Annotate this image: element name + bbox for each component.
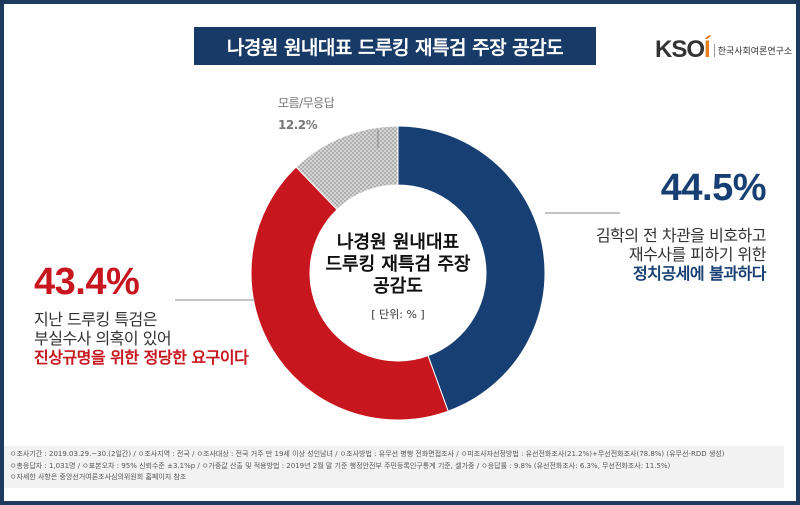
label-red: 지난 드루킹 특검은 부실수사 의혹이 있어 진상규명을 위한 정당한 요구이다 bbox=[34, 310, 249, 367]
survey-footnote: ㅇ조사기간 : 2019.03.29.~30.(2일간) / ㅇ조사지역 : 전… bbox=[4, 446, 784, 488]
value-label-blue: 44.5% bbox=[660, 167, 767, 209]
slice-1 bbox=[250, 166, 449, 421]
page-title: 나경원 원내대표 드루킹 재특검 주장 공감도 bbox=[194, 27, 596, 65]
logo: KSOÍ 한국사회여론연구소 bbox=[655, 36, 793, 63]
label-blue: 김학의 전 차관을 비호하고 재수사를 피하기 위한 정치공세에 불과하다 bbox=[595, 226, 767, 283]
slice-2 bbox=[295, 125, 399, 211]
label-gray: 모름/무응답 12.2% bbox=[278, 96, 335, 132]
slice-0 bbox=[397, 125, 546, 412]
value-label-red: 43.4% bbox=[34, 261, 140, 303]
chart-center-label: 나경원 원내대표 드루킹 재특검 주장 공감도 [ 단위: % ] bbox=[325, 232, 471, 321]
